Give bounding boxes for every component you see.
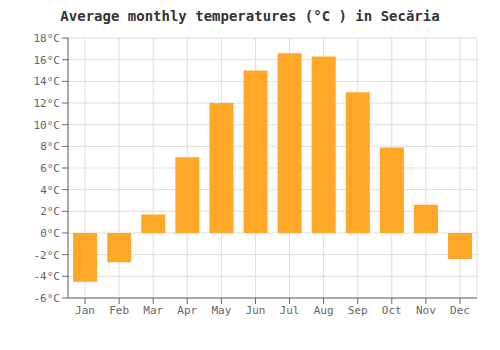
svg-text:14°C: 14°C [34, 75, 61, 88]
svg-text:-6°C: -6°C [34, 292, 61, 305]
svg-text:-2°C: -2°C [34, 249, 61, 262]
svg-text:Jun: Jun [246, 304, 266, 317]
html-text:Average monthly temperatures (: Average monthly temperatures (°C ) in Se… [60, 8, 440, 24]
svg-text:Oct: Oct [382, 304, 402, 317]
svg-text:Nov: Nov [416, 304, 436, 317]
svg-text:Feb: Feb [109, 304, 129, 317]
svg-text:Mar: Mar [143, 304, 163, 317]
svg-text:Sep: Sep [348, 304, 368, 317]
svg-text:Aug: Aug [314, 304, 334, 317]
svg-text:-4°C: -4°C [34, 270, 61, 283]
svg-text:0°C: 0°C [40, 227, 60, 240]
svg-text:4°C: 4°C [40, 184, 60, 197]
svg-text:12°C: 12°C [34, 97, 61, 110]
svg-text:8°C: 8°C [40, 140, 60, 153]
svg-text:2°C: 2°C [40, 205, 60, 218]
svg-text:10°C: 10°C [34, 119, 61, 132]
svg-text:Dec: Dec [450, 304, 470, 317]
svg-text:Jul: Jul [280, 304, 300, 317]
svg-text:Apr: Apr [177, 304, 197, 317]
svg-text:Jan: Jan [75, 304, 95, 317]
svg-text:May: May [211, 304, 231, 317]
svg-text:18°C: 18°C [34, 32, 61, 45]
svg-text:6°C: 6°C [40, 162, 60, 175]
svg-text:16°C: 16°C [34, 54, 61, 67]
